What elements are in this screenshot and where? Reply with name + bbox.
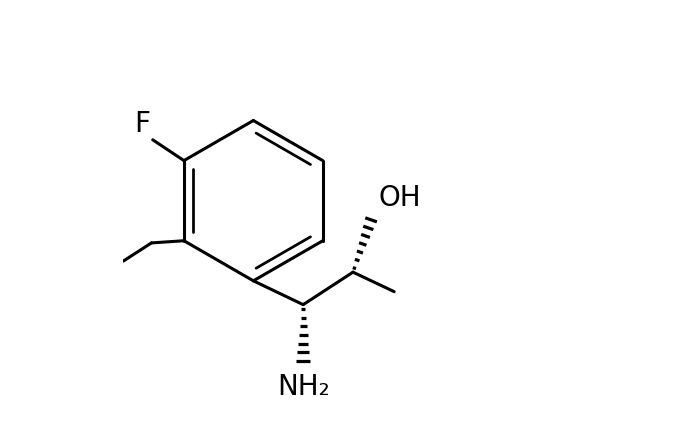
Text: OH: OH [379, 184, 422, 211]
Text: F: F [135, 109, 150, 138]
Text: NH₂: NH₂ [277, 373, 330, 401]
